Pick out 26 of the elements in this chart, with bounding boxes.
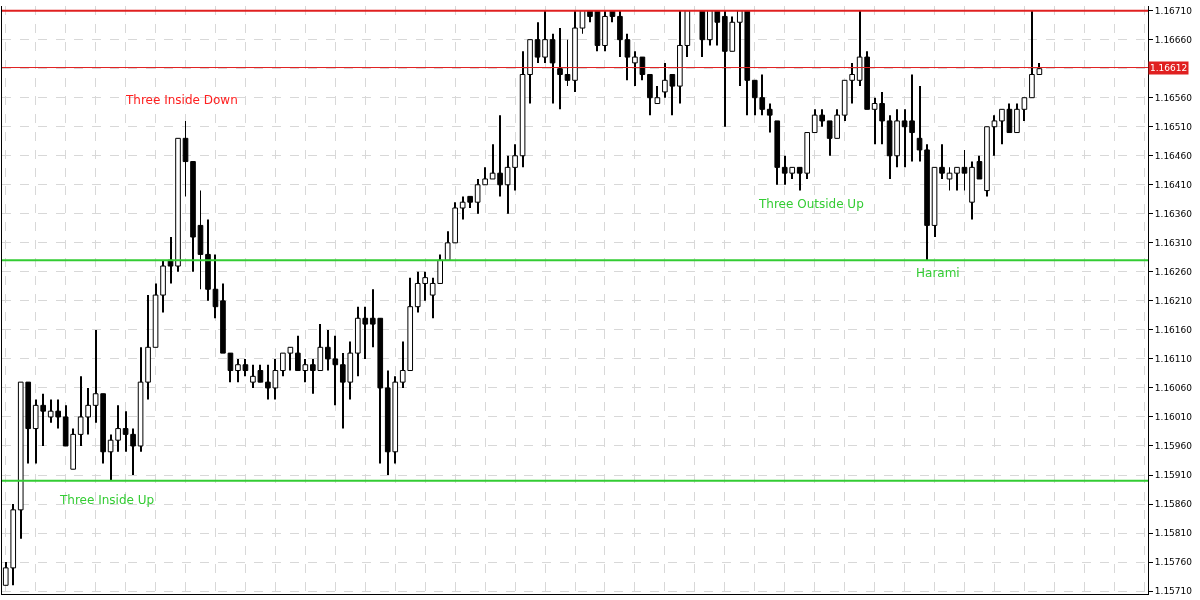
y-tick-label: 1.16710	[1154, 5, 1193, 16]
y-tick-label: 1.16510	[1154, 121, 1193, 132]
annotation: Three Inside Up	[59, 493, 155, 507]
y-tick-label: 1.16310	[1154, 237, 1193, 248]
annotation: Three Outside Up	[758, 197, 864, 211]
y-tick-label: 1.16060	[1154, 383, 1193, 394]
y-tick-label: 1.16360	[1154, 208, 1193, 219]
y-tick-label: 1.16210	[1154, 296, 1193, 307]
y-tick-label: 1.16460	[1154, 150, 1193, 161]
y-tick-label: 1.16260	[1154, 267, 1193, 277]
annotation: Three Inside Down	[125, 93, 238, 107]
y-tick-label: 1.16110	[1154, 354, 1193, 365]
y-tick-label: 1.15910	[1154, 470, 1193, 481]
candlestick	[557, 28, 563, 110]
annotation: Harami	[916, 266, 960, 280]
y-tick-label: 1.15860	[1154, 499, 1193, 510]
y-tick-label: 1.16010	[1154, 412, 1193, 423]
y-tick-label: 1.15760	[1154, 557, 1193, 568]
y-tick-label: 1.16160	[1154, 325, 1193, 336]
y-tick-label: 1.16410	[1154, 179, 1193, 190]
y-tick-label: 1.15810	[1154, 528, 1193, 539]
ref-line-label: 1.16612	[1150, 63, 1188, 73]
y-tick-label: 1.16660	[1154, 34, 1193, 45]
y-tick-label: 1.15710	[1154, 586, 1193, 597]
y-tick-label: 1.15960	[1154, 441, 1193, 452]
y-tick-label: 1.16560	[1154, 92, 1193, 103]
